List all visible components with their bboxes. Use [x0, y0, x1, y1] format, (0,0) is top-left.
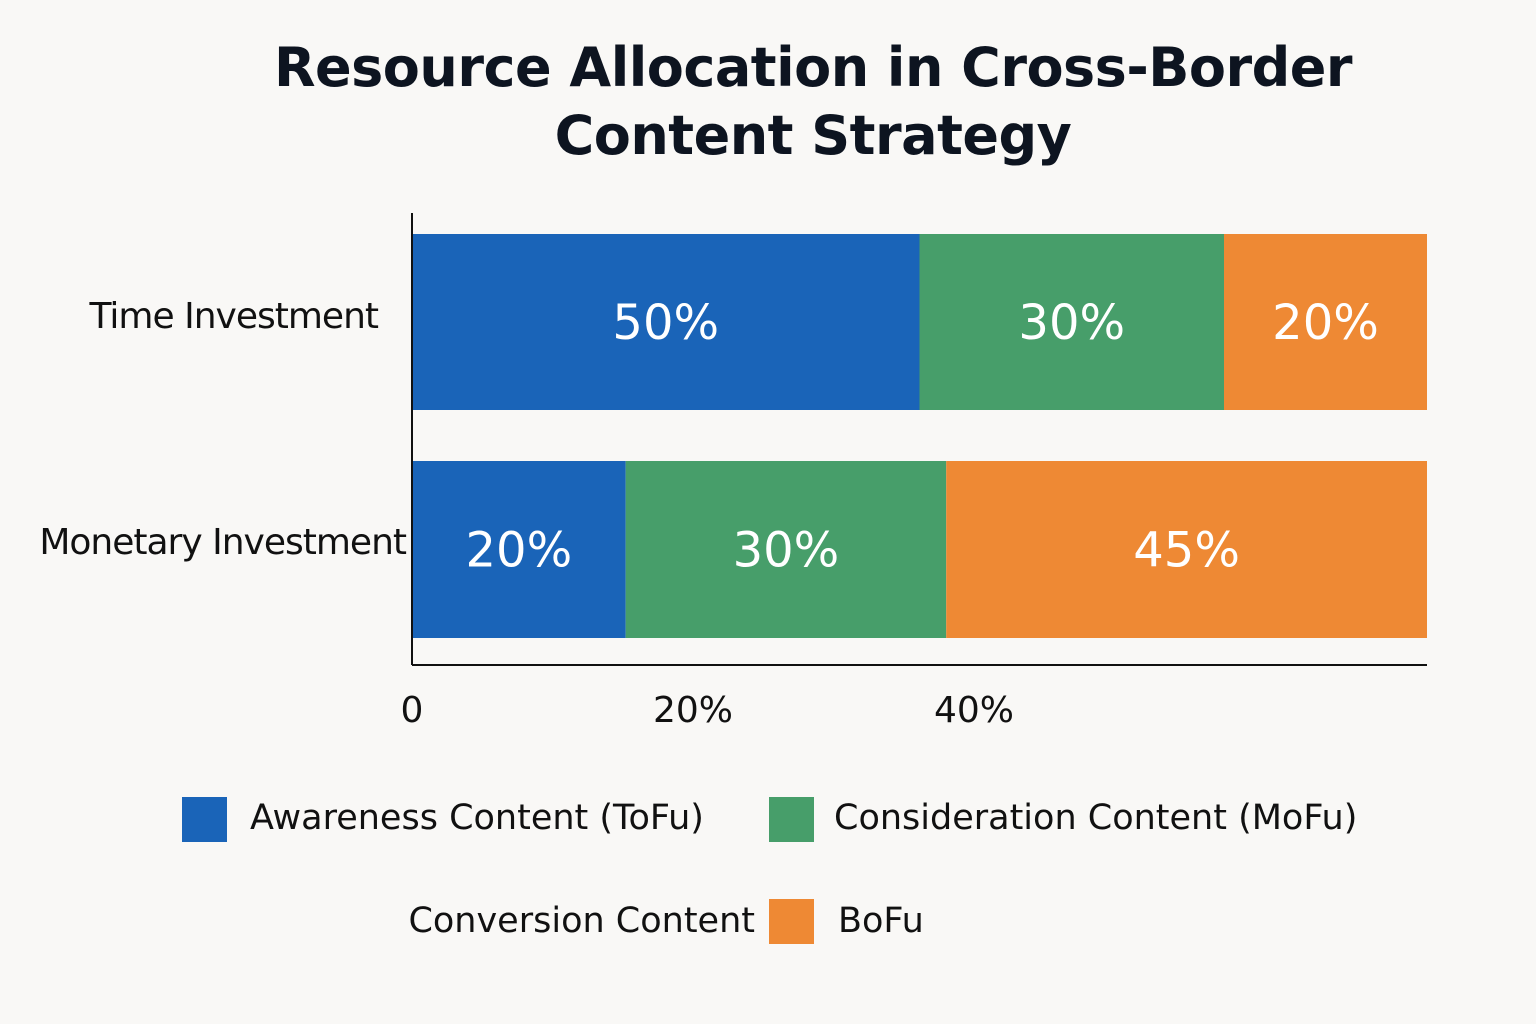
bar-segment	[946, 461, 1427, 638]
category-label-time-investment: Time Investment	[89, 296, 379, 337]
bar-data-label: 20%	[465, 523, 572, 579]
chart-title: Resource Allocation in Cross-Border Cont…	[0, 34, 1536, 170]
chart-title-line-2: Content Strategy	[554, 104, 1072, 167]
bar-segment	[625, 461, 947, 638]
bar-data-label: 50%	[612, 295, 719, 351]
legend-label-conversion: Conversion Content	[408, 901, 755, 941]
legend-swatch-consideration	[769, 797, 814, 842]
bar-segment	[412, 234, 920, 410]
chart-title-line-1: Resource Allocation in Cross-Border	[273, 36, 1353, 99]
bar-data-label: 45%	[1133, 523, 1240, 579]
legend-label-awareness: Awareness Content (ToFu)	[250, 798, 704, 838]
bar-segment	[919, 234, 1224, 410]
legend-swatch-conversion	[769, 899, 814, 944]
legend-swatch-awareness	[182, 797, 227, 842]
legend-label-bofu: BoFu	[838, 901, 924, 941]
x-tick-label: 0	[400, 690, 424, 731]
bar-data-label: 30%	[733, 523, 840, 579]
bar-data-label: 30%	[1018, 295, 1125, 351]
bar-data-label: 20%	[1272, 295, 1379, 351]
bar-segment	[412, 461, 626, 638]
x-tick-label: 40%	[933, 690, 1015, 731]
category-label-monetary-investment: Monetary Investment	[39, 522, 407, 563]
legend-label-consideration: Consideration Content (MoFu)	[834, 798, 1358, 838]
bar-segment	[1224, 234, 1427, 410]
x-tick-label: 20%	[652, 690, 734, 731]
